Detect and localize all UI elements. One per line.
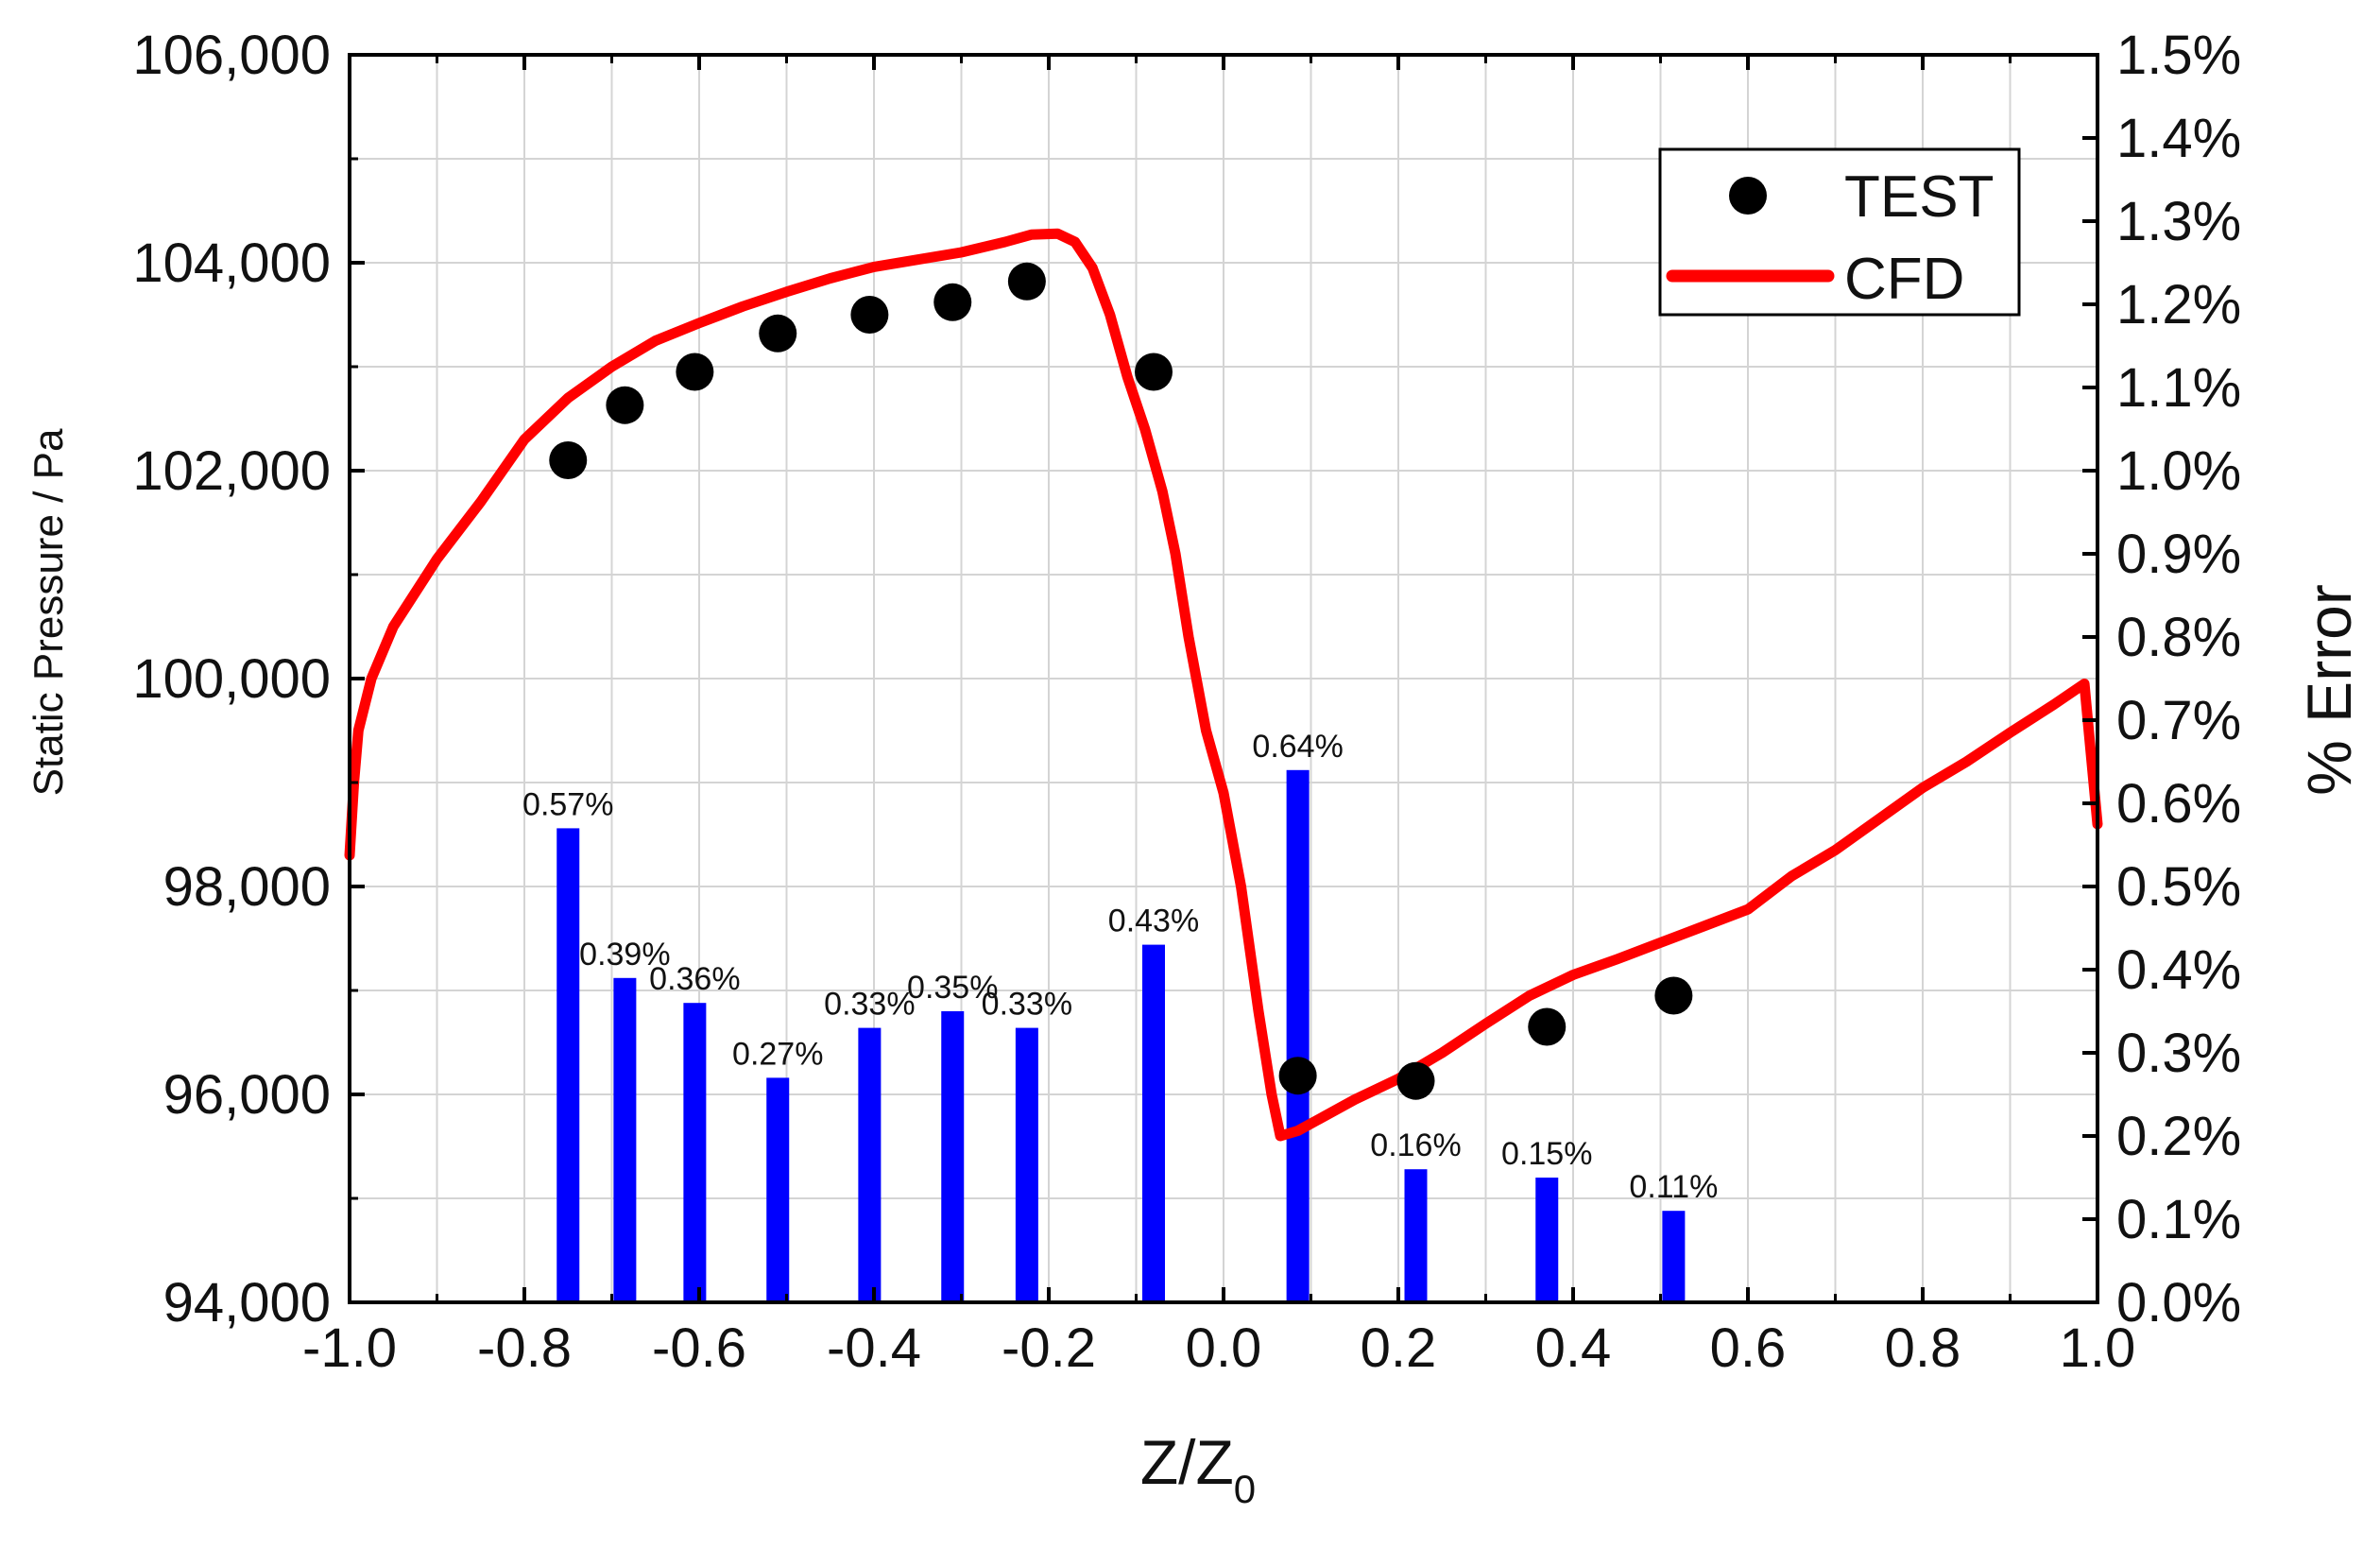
test-data-point <box>1654 976 1693 1015</box>
error-bar-label: 0.64% <box>1252 729 1343 765</box>
error-bar <box>1015 1027 1038 1302</box>
legend: TEST CFD <box>1658 147 2021 317</box>
test-data-point <box>1396 1061 1435 1100</box>
x-tick-label: -0.6 <box>652 1317 746 1379</box>
y-right-tick-label: 1.2% <box>2116 274 2241 336</box>
error-bar-label: 0.35% <box>907 970 998 1006</box>
x-tick-label: 0.4 <box>1535 1317 1612 1379</box>
cfd-line-series <box>344 228 2103 1142</box>
error-bar-label: 0.16% <box>1370 1127 1461 1163</box>
error-bar-label: 0.11% <box>1629 1169 1718 1205</box>
error-bar <box>556 828 580 1302</box>
x-tick-label: -0.2 <box>1002 1317 1096 1379</box>
y-left-tick-label: 100,000 <box>132 648 331 710</box>
error-bar-label: 0.33% <box>824 987 915 1023</box>
legend-test-marker <box>1729 177 1767 215</box>
error-bar-label: 0.15% <box>1501 1136 1592 1172</box>
x-tick-label: -0.8 <box>477 1317 572 1379</box>
y-axis-title-left: Static Pressure / Pa <box>26 428 72 796</box>
error-bar-label: 0.27% <box>732 1036 823 1072</box>
error-bar <box>1535 1178 1559 1302</box>
test-data-point <box>549 441 588 479</box>
y-right-tick-label: 0.7% <box>2116 690 2241 751</box>
test-data-point <box>933 283 972 321</box>
y-right-tick-label: 1.5% <box>2116 25 2241 86</box>
y-left-tick-label: 106,000 <box>132 25 331 86</box>
y-left-tick-label: 102,000 <box>132 440 331 502</box>
test-data-point <box>1528 1007 1567 1046</box>
y-left-tick-label: 104,000 <box>132 232 331 294</box>
y-right-tick-label: 0.8% <box>2116 607 2241 668</box>
axis-tick-labels: -1.0 -0.8 -0.6 -0.4 -0.2 0.0 0.2 0.4 0.6 0.8 1.0 94… <box>132 25 2241 1379</box>
y-right-tick-label: 0.2% <box>2116 1106 2241 1167</box>
legend-box <box>1658 147 2021 317</box>
y-left-tick-label: 96,000 <box>163 1064 331 1126</box>
y-right-tick-label: 0.9% <box>2116 524 2241 585</box>
test-scatter-series <box>549 262 1693 1100</box>
x-tick-label: 0.8 <box>1885 1317 1961 1379</box>
x-tick-label: 0.2 <box>1361 1317 1437 1379</box>
error-bar <box>613 977 637 1302</box>
cfd-line <box>344 228 2103 1142</box>
y-right-tick-label: 0.4% <box>2116 939 2241 1001</box>
y-right-tick-label: 1.3% <box>2116 191 2241 252</box>
legend-cfd-label: CFD <box>1844 247 1964 312</box>
error-bar <box>858 1027 882 1302</box>
error-bar-label: 0.57% <box>522 786 613 822</box>
error-bar <box>1662 1211 1686 1302</box>
bar-value-labels: 0.57%0.39%0.36%0.27%0.33%0.35%0.33%0.43%… <box>522 729 1718 1205</box>
error-bar-label: 0.39% <box>579 937 670 972</box>
y-right-tick-label: 0.3% <box>2116 1023 2241 1084</box>
test-data-point <box>676 353 714 391</box>
x-tick-label: -1.0 <box>302 1317 397 1379</box>
error-bar <box>1142 944 1165 1302</box>
x-axis-title: Z/Z0 <box>1140 1427 1256 1511</box>
test-data-point <box>1135 353 1173 391</box>
error-bar <box>941 1011 965 1302</box>
y-left-tick-label: 94,000 <box>163 1272 331 1334</box>
error-bar <box>766 1077 790 1302</box>
y-right-tick-label: 1.0% <box>2116 440 2241 502</box>
x-tick-label: 0.6 <box>1710 1317 1787 1379</box>
error-bar <box>1404 1169 1428 1302</box>
x-axis-title-main: Z/Z <box>1140 1427 1234 1497</box>
x-tick-label: 1.0 <box>2060 1317 2136 1379</box>
error-bar <box>1286 769 1310 1302</box>
test-data-point <box>759 314 797 353</box>
x-tick-label: -0.4 <box>827 1317 921 1379</box>
error-bar-label: 0.36% <box>649 961 740 997</box>
y-right-tick-label: 0.1% <box>2116 1189 2241 1250</box>
y-right-tick-label: 0.0% <box>2116 1272 2241 1334</box>
test-data-point <box>850 296 889 334</box>
y-left-tick-label: 98,000 <box>163 856 331 918</box>
y-right-tick-label: 1.1% <box>2116 357 2241 419</box>
error-bar-label: 0.33% <box>982 987 1072 1023</box>
test-data-point <box>1278 1057 1317 1095</box>
x-axis-title-subscript: 0 <box>1234 1467 1256 1511</box>
test-data-point <box>1007 262 1046 301</box>
axis-ticks <box>348 53 2099 1304</box>
y-axis-title-right: % Error <box>2294 584 2364 796</box>
error-bars <box>556 769 1686 1302</box>
x-tick-label: 0.0 <box>1186 1317 1262 1379</box>
test-data-point <box>606 386 644 424</box>
y-right-tick-label: 0.5% <box>2116 856 2241 918</box>
error-bar-label: 0.43% <box>1108 904 1199 939</box>
y-right-tick-label: 0.6% <box>2116 773 2241 835</box>
y-right-tick-label: 1.4% <box>2116 108 2241 169</box>
error-bar <box>683 1003 707 1302</box>
legend-test-label: TEST <box>1844 164 1994 230</box>
